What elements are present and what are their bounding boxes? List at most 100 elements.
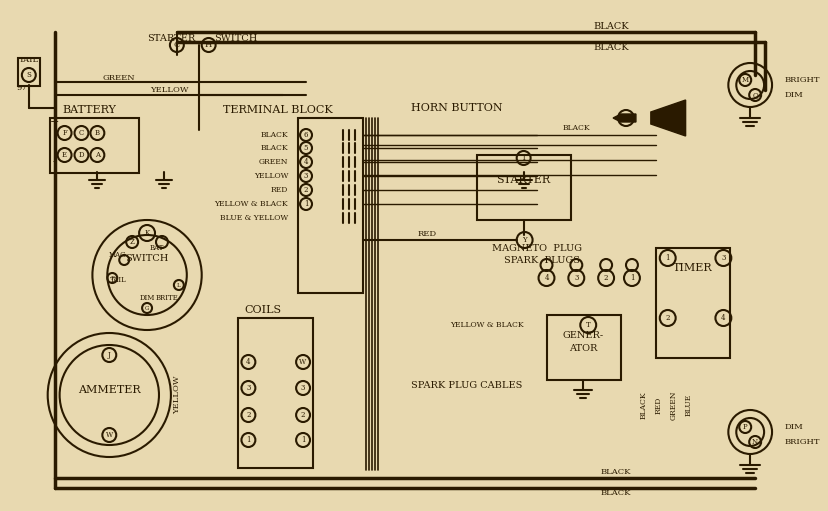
Text: 4: 4 (246, 358, 250, 366)
Text: 1: 1 (629, 274, 633, 282)
Text: 5: 5 (303, 144, 308, 152)
Text: BLACK: BLACK (562, 124, 590, 132)
Text: P: P (742, 423, 747, 431)
Text: HORN BUTTON: HORN BUTTON (411, 103, 503, 113)
Text: GREEN: GREEN (669, 390, 676, 420)
Text: 3: 3 (574, 274, 578, 282)
Text: 3: 3 (304, 172, 308, 180)
Text: GREEN: GREEN (103, 74, 136, 82)
Text: BATTERY: BATTERY (62, 105, 116, 115)
Text: YELLOW: YELLOW (253, 172, 288, 180)
Text: TAIL: TAIL (110, 276, 127, 284)
Text: YELLOW: YELLOW (150, 86, 188, 94)
Text: Z: Z (129, 238, 134, 246)
Text: R: R (110, 275, 114, 281)
Text: SPARK PLUG CABLES: SPARK PLUG CABLES (411, 381, 522, 389)
Text: F: F (62, 129, 67, 137)
Text: B: B (94, 129, 99, 137)
Text: 2: 2 (603, 274, 608, 282)
Bar (298, 118, 362, 293)
Text: 2: 2 (303, 186, 308, 194)
Text: M: M (741, 76, 748, 84)
Text: L: L (176, 283, 181, 288)
Bar (476, 155, 570, 220)
Text: H: H (205, 41, 212, 49)
Text: YELLOW: YELLOW (173, 376, 181, 414)
Text: MAGNETO  PLUG: MAGNETO PLUG (491, 244, 581, 252)
Text: 1: 1 (303, 200, 308, 208)
Text: DIM: DIM (784, 91, 803, 99)
Text: BLACK: BLACK (639, 391, 647, 419)
Text: 3: 3 (720, 254, 724, 262)
Text: BLACK: BLACK (260, 144, 288, 152)
Text: 2: 2 (665, 314, 669, 322)
Text: 4: 4 (303, 158, 308, 166)
Polygon shape (650, 100, 685, 136)
Text: h: h (623, 114, 628, 122)
Text: DIM: DIM (139, 294, 155, 302)
Text: C: C (79, 129, 84, 137)
Text: 1: 1 (521, 154, 525, 162)
Text: G: G (145, 306, 149, 311)
Text: W: W (105, 431, 113, 439)
Text: +: + (50, 117, 60, 127)
Text: C: C (174, 41, 180, 49)
Text: BRITE: BRITE (156, 294, 178, 302)
Bar (50, 118, 139, 173)
Text: D: D (79, 151, 84, 159)
Text: Y: Y (522, 236, 527, 244)
Text: BRIGHT: BRIGHT (784, 76, 820, 84)
Text: BLUE & YELLOW: BLUE & YELLOW (219, 214, 288, 222)
Text: W: W (299, 358, 306, 366)
Text: 2: 2 (301, 411, 305, 419)
Text: -: - (53, 157, 56, 167)
Text: MAG: MAG (108, 251, 126, 259)
Text: BRIGHT: BRIGHT (784, 438, 820, 446)
Text: BLACK: BLACK (260, 131, 288, 139)
Text: TERMINAL BLOCK: TERMINAL BLOCK (223, 105, 333, 115)
Text: GENER-: GENER- (562, 331, 603, 339)
Text: RED: RED (271, 186, 288, 194)
Text: J: J (108, 351, 111, 359)
Text: DIM: DIM (784, 423, 803, 431)
Text: RED: RED (654, 397, 662, 414)
Text: 1: 1 (665, 254, 669, 262)
Text: T: T (585, 321, 590, 329)
Text: 3: 3 (246, 384, 250, 392)
Text: COILS: COILS (244, 305, 282, 315)
Text: E: E (62, 151, 67, 159)
Text: RED: RED (417, 230, 436, 238)
Text: BLACK: BLACK (593, 21, 628, 31)
Text: TIMER: TIMER (672, 263, 711, 273)
Text: YELLOW & BLACK: YELLOW & BLACK (214, 200, 288, 208)
Bar (238, 318, 313, 468)
Text: GREEN: GREEN (258, 158, 288, 166)
Text: BAT: BAT (150, 244, 164, 252)
Text: A: A (94, 151, 99, 159)
Text: 4: 4 (720, 314, 724, 322)
Text: 3: 3 (301, 384, 305, 392)
Text: AMMETER: AMMETER (78, 385, 141, 395)
Text: TAIL: TAIL (19, 56, 39, 64)
Text: K: K (144, 229, 150, 237)
Text: SWITCH: SWITCH (125, 253, 169, 263)
Text: Q: Q (751, 91, 757, 99)
Text: 6: 6 (303, 131, 308, 139)
Text: STARTER: STARTER (147, 34, 195, 42)
Text: ATOR: ATOR (568, 343, 597, 353)
Text: SWITCH: SWITCH (214, 34, 257, 42)
Text: BLACK: BLACK (600, 468, 631, 476)
Text: 1: 1 (301, 436, 305, 444)
Text: SPARK  PLUGS: SPARK PLUGS (503, 256, 579, 265)
Text: 4: 4 (544, 274, 548, 282)
Text: BLACK: BLACK (600, 489, 631, 497)
Text: BLUE: BLUE (684, 394, 691, 416)
Text: N: N (751, 438, 758, 446)
Text: BLACK: BLACK (593, 42, 628, 52)
Text: YELLOW & BLACK: YELLOW & BLACK (450, 321, 523, 329)
Text: 2: 2 (246, 411, 250, 419)
Text: 1: 1 (246, 436, 250, 444)
Bar (655, 248, 729, 358)
FancyArrow shape (613, 114, 635, 122)
Bar (18, 58, 40, 86)
